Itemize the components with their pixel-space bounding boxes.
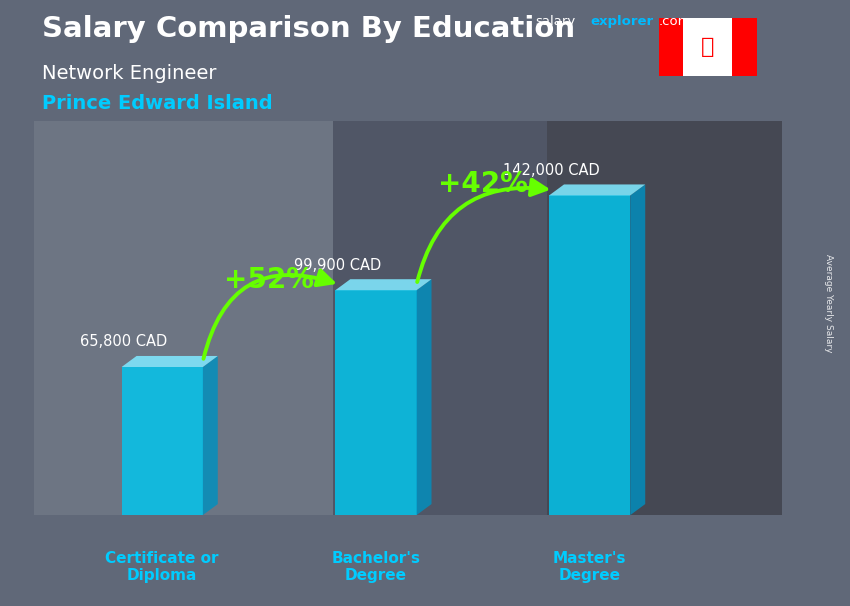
Polygon shape — [122, 367, 203, 515]
Text: +42%: +42% — [438, 170, 528, 198]
Text: Average Yearly Salary: Average Yearly Salary — [824, 254, 833, 352]
Polygon shape — [630, 184, 645, 515]
Text: .com: .com — [659, 15, 691, 28]
Text: salary: salary — [536, 15, 575, 28]
Text: 142,000 CAD: 142,000 CAD — [503, 163, 599, 178]
Polygon shape — [549, 184, 645, 196]
Polygon shape — [336, 279, 432, 290]
Polygon shape — [549, 196, 630, 515]
Text: 99,900 CAD: 99,900 CAD — [294, 258, 381, 273]
Text: explorer: explorer — [591, 15, 654, 28]
Text: +52%: +52% — [224, 266, 314, 295]
Polygon shape — [203, 356, 218, 515]
Text: Prince Edward Island: Prince Edward Island — [42, 94, 273, 113]
Text: 🍁: 🍁 — [701, 37, 714, 57]
Polygon shape — [336, 290, 416, 515]
Bar — [34, 42, 333, 574]
Text: 65,800 CAD: 65,800 CAD — [80, 335, 167, 349]
Bar — [547, 42, 782, 574]
Text: Certificate or
Diploma: Certificate or Diploma — [105, 550, 219, 583]
Polygon shape — [416, 279, 432, 515]
Polygon shape — [122, 356, 218, 367]
Bar — [732, 18, 756, 76]
Text: Bachelor's
Degree: Bachelor's Degree — [332, 550, 421, 583]
Text: Salary Comparison By Education: Salary Comparison By Education — [42, 15, 575, 43]
Text: Network Engineer: Network Engineer — [42, 64, 217, 82]
Text: Master's
Degree: Master's Degree — [552, 550, 626, 583]
Bar — [659, 18, 683, 76]
Bar — [333, 42, 547, 574]
